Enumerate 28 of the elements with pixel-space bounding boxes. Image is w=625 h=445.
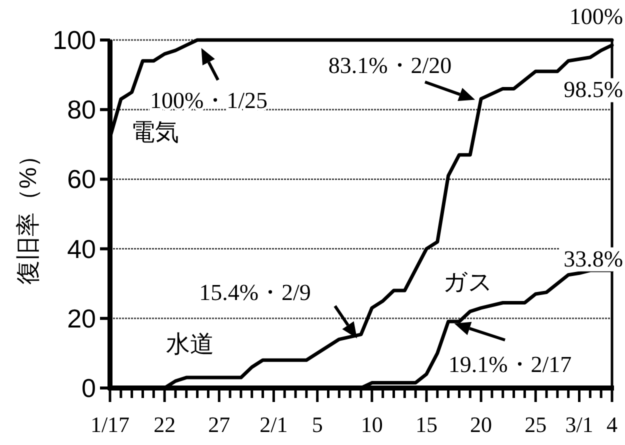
x-tick-label: 20	[470, 412, 492, 437]
annotation: 100%・1/25	[150, 88, 268, 113]
x-tick-label: 15	[415, 412, 438, 437]
x-tick-label: 22	[154, 412, 176, 437]
y-tick-label: 20	[67, 303, 96, 334]
x-tick-label: 4	[606, 412, 618, 437]
x-tick-label: 10	[360, 412, 383, 437]
x-tick-label: 1/17	[90, 412, 130, 437]
annotation: 83.1%・2/20	[328, 53, 452, 78]
x-tick-label: 5	[312, 412, 323, 437]
x-tick-label: 3/1	[565, 412, 594, 437]
x-tick-label: 2/1	[260, 412, 288, 437]
x-tick-label: 27	[208, 412, 230, 437]
series-label: 水道	[166, 331, 214, 358]
y-tick-label: 40	[67, 234, 96, 264]
x-tick-label: 25	[524, 412, 547, 437]
annotation: 33.8%	[564, 246, 623, 272]
y-tick-label: 0	[82, 373, 96, 403]
y-axis-title: 復旧率（%）	[15, 143, 42, 285]
annotation: 98.5%	[564, 77, 623, 102]
annotation: 100%	[569, 4, 623, 29]
y-tick-label: 60	[67, 164, 96, 194]
series-label: ガス	[443, 269, 493, 296]
y-tick-label: 80	[67, 94, 96, 125]
annotation: 15.4%・2/9	[199, 280, 311, 305]
y-tick-label: 100	[52, 25, 96, 55]
annotation: 19.1%・2/17	[448, 352, 572, 377]
series-label: 電気	[131, 119, 179, 146]
